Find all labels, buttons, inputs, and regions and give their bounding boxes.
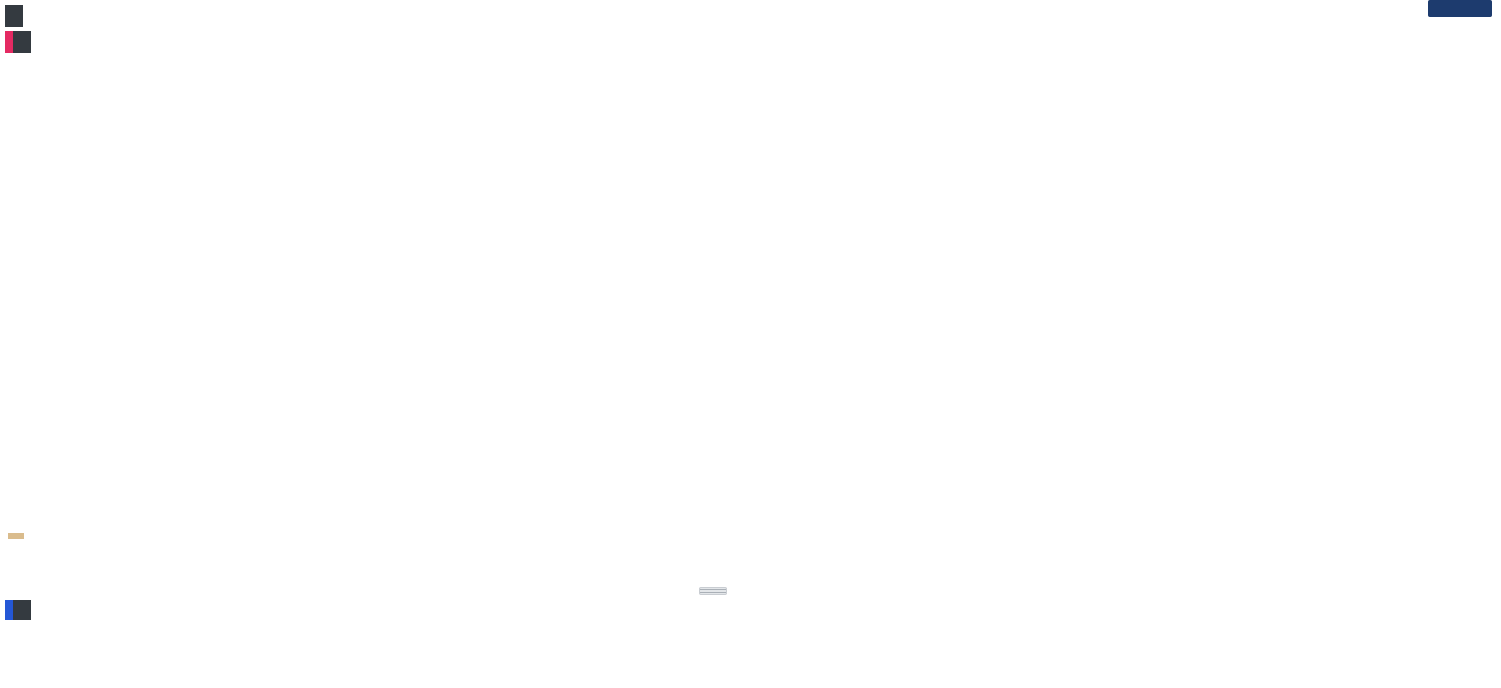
panel-resize-handle[interactable] <box>699 587 727 595</box>
price-axis[interactable] <box>1428 0 1501 663</box>
main-chart-panel[interactable] <box>0 0 1428 585</box>
rsi-color-strip <box>5 600 13 620</box>
rsi-panel[interactable] <box>0 597 1428 663</box>
current-price-tag <box>1428 0 1492 17</box>
ema-legend[interactable] <box>5 31 31 53</box>
ema-legend-label <box>13 31 31 53</box>
fxstreet-watermark <box>8 533 27 539</box>
symbol-legend-label <box>5 5 23 27</box>
rsi-legend-label <box>13 600 31 620</box>
ema-color-strip <box>5 31 13 53</box>
time-axis[interactable] <box>0 663 1501 688</box>
fxstreet-logo-fx <box>8 533 24 539</box>
rsi-legend[interactable] <box>5 600 31 620</box>
symbol-legend[interactable] <box>5 5 23 27</box>
